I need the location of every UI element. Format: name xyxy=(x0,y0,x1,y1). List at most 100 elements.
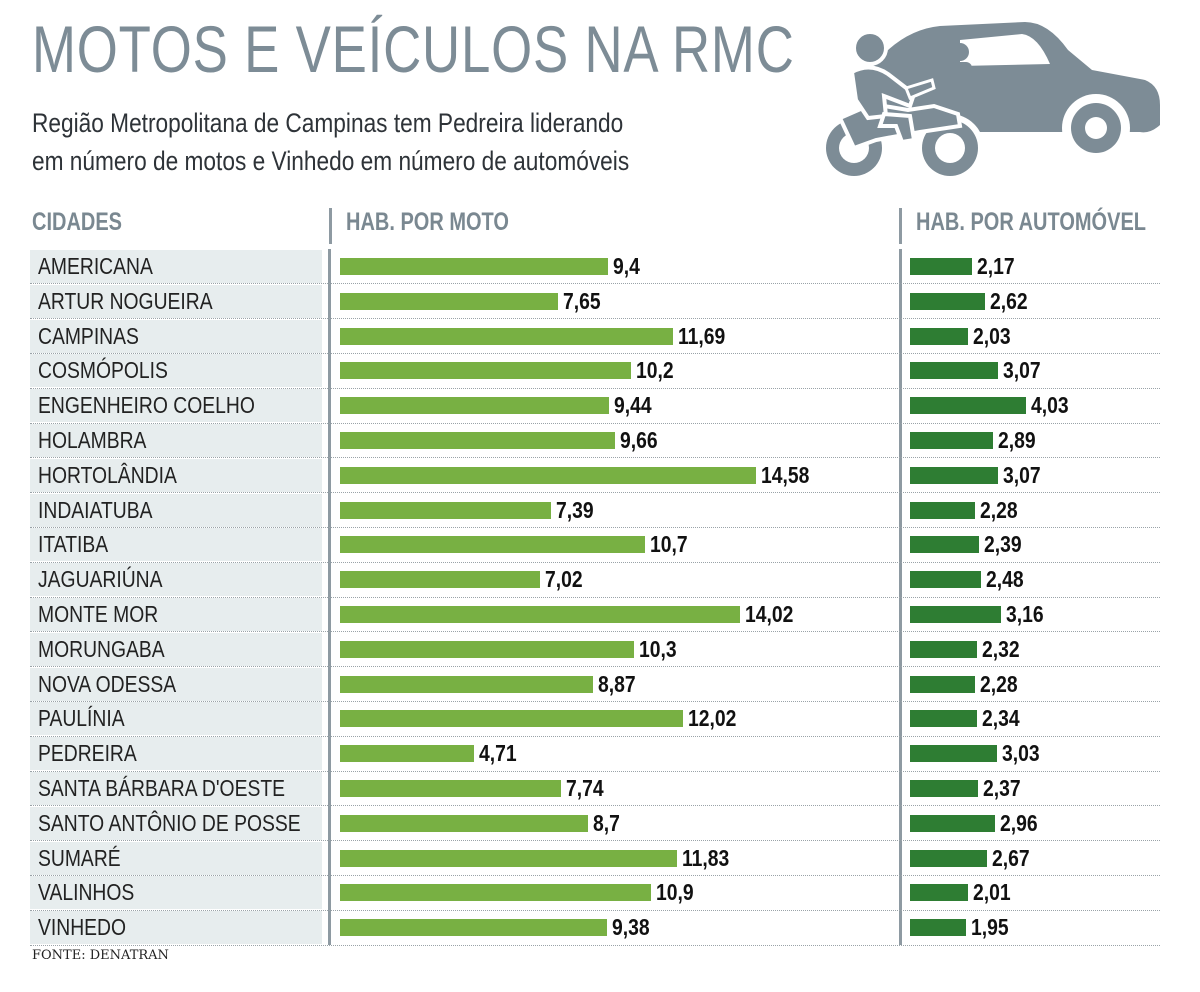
moto-value-label: 8,7 xyxy=(592,809,620,836)
car-bar xyxy=(910,292,986,310)
row-divider xyxy=(30,805,1160,807)
row-divider xyxy=(30,422,1160,424)
moto-bar xyxy=(340,292,559,310)
car-icon xyxy=(870,22,1160,162)
moto-bar xyxy=(340,571,541,589)
row-divider xyxy=(30,631,1160,633)
car-bar xyxy=(910,536,979,554)
city-label: VALINHOS xyxy=(38,879,135,906)
moto-bar xyxy=(340,780,561,797)
moto-bar xyxy=(340,745,475,763)
moto-value-label: 9,4 xyxy=(612,253,640,279)
moto-value-label: 7,39 xyxy=(555,496,594,523)
city-label: SANTO ANTÔNIO DE POSSE xyxy=(38,809,301,836)
city-label: SANTA BÁRBARA D'OESTE xyxy=(38,775,286,801)
row-divider xyxy=(30,352,1160,354)
row-divider xyxy=(30,318,1160,320)
city-label: PEDREIRA xyxy=(38,740,137,767)
row-divider xyxy=(30,666,1160,668)
chart-title: MOTOS E VEÍCULOS NA RMC xyxy=(32,12,795,86)
car-bar xyxy=(910,397,1026,415)
moto-value-label: 7,74 xyxy=(565,775,604,801)
row-label-background xyxy=(30,354,322,388)
moto-value-label: 9,66 xyxy=(620,427,658,453)
row-label-background xyxy=(30,458,322,492)
car-value-label: 2,03 xyxy=(973,322,1011,349)
row-divider xyxy=(30,283,1160,285)
car-bar xyxy=(910,710,978,728)
car-value-label: 3,07 xyxy=(1003,357,1041,384)
moto-value-label: 10,2 xyxy=(635,357,674,384)
city-label: JAGUARIÚNA xyxy=(38,566,163,593)
car-value-label: 2,62 xyxy=(990,287,1028,314)
car-bar xyxy=(910,780,979,797)
car-bar xyxy=(910,432,993,449)
row-divider xyxy=(30,700,1160,702)
car-bar xyxy=(910,571,982,589)
car-bar xyxy=(910,466,999,484)
car-bar xyxy=(910,675,976,693)
city-label: VINHEDO xyxy=(38,914,127,941)
car-value-label: 2,39 xyxy=(983,531,1022,558)
moto-bar xyxy=(340,710,683,728)
header-cities: CIDADES xyxy=(32,208,123,236)
moto-value-label: 7,65 xyxy=(563,287,601,314)
city-label: SUMARÉ xyxy=(38,844,121,871)
moto-value-label: 9,38 xyxy=(612,914,650,941)
city-label: ENGENHEIRO COELHO xyxy=(38,392,255,419)
row-label-background xyxy=(30,319,322,353)
car-value-label: 2,89 xyxy=(997,427,1036,453)
car-value-label: 4,03 xyxy=(1030,392,1069,419)
moto-value-label: 14,58 xyxy=(760,461,809,488)
car-value-label: 2,48 xyxy=(986,566,1024,593)
car-value-label: 3,16 xyxy=(1005,601,1044,627)
moto-value-label: 14,02 xyxy=(744,601,793,627)
row-label-background xyxy=(30,667,322,701)
subtitle-line-1: Região Metropolitana de Campinas tem Ped… xyxy=(32,108,624,138)
moto-value-label: 7,02 xyxy=(545,566,583,593)
row-divider xyxy=(30,526,1160,528)
row-label-background xyxy=(30,389,322,423)
car-bar xyxy=(910,849,987,867)
row-label-background xyxy=(30,250,322,283)
car-value-label: 2,67 xyxy=(991,844,1030,871)
row-label-background xyxy=(30,598,322,631)
moto-bar xyxy=(340,466,756,484)
moto-bar xyxy=(340,432,616,449)
moto-bar xyxy=(340,640,634,658)
car-bar xyxy=(910,814,995,832)
car-bar xyxy=(910,258,973,275)
city-label: AMERICANA xyxy=(38,253,153,279)
city-label: MORUNGABA xyxy=(38,635,165,662)
moto-value-label: 4,71 xyxy=(479,740,517,767)
car-value-label: 1,95 xyxy=(970,914,1009,941)
row-label-background xyxy=(30,284,322,318)
moto-bar xyxy=(340,919,608,937)
moto-bar xyxy=(340,884,651,902)
header-moto: HAB. POR MOTO xyxy=(346,208,509,236)
row-divider xyxy=(30,944,1160,946)
car-value-label: 2,34 xyxy=(982,705,1020,732)
row-label-background xyxy=(30,528,322,562)
car-bar xyxy=(910,501,976,519)
moto-value-label: 10,7 xyxy=(649,531,688,558)
header-divider xyxy=(899,208,902,244)
moto-value-label: 8,87 xyxy=(597,670,636,697)
row-label-background xyxy=(30,737,322,771)
source-note: FONTE: DENATRAN xyxy=(32,948,169,963)
moto-bar xyxy=(340,327,674,345)
car-value-label: 3,03 xyxy=(1001,740,1040,767)
row-label-background xyxy=(30,911,322,945)
moto-value-label: 10,9 xyxy=(655,879,694,906)
moto-bar xyxy=(340,501,551,519)
city-label: NOVA ODESSA xyxy=(38,670,177,697)
car-value-label: 2,28 xyxy=(980,496,1019,523)
row-divider xyxy=(30,457,1160,459)
subtitle-line-2: em número de motos e Vinhedo em número d… xyxy=(32,146,630,176)
row-divider xyxy=(30,561,1160,563)
row-label-background xyxy=(30,563,322,597)
car-value-label: 2,96 xyxy=(999,809,1038,836)
car-value-label: 2,17 xyxy=(977,253,1015,279)
row-divider xyxy=(30,596,1160,598)
row-label-background xyxy=(30,806,322,840)
